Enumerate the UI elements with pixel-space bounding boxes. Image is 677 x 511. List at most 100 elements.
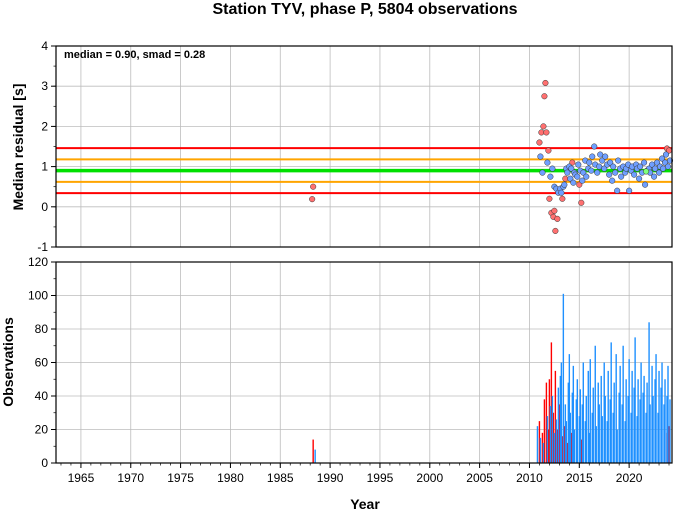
residual-point — [662, 151, 670, 158]
top-plot-area — [56, 46, 672, 247]
observation-count-bar — [549, 406, 552, 463]
residual-point — [618, 173, 625, 180]
observation-count-bar — [615, 354, 617, 463]
observation-count-bar — [591, 412, 593, 463]
observation-count-bar — [553, 432, 556, 463]
residual-point — [642, 181, 649, 188]
residual-point — [615, 157, 622, 164]
residual-point — [599, 157, 606, 164]
bottom-y-tick-labels: 0 20 40 60 80 100 120 — [28, 255, 56, 470]
residual-point — [583, 173, 590, 180]
observation-count-bar — [536, 426, 539, 463]
observation-count-bar — [643, 375, 645, 463]
bottom-y-tick-label: 20 — [35, 423, 49, 437]
observation-count-bar — [594, 345, 596, 463]
observation-count-bar — [564, 404, 567, 463]
outlier-count-bar — [538, 421, 541, 463]
top-scatter-points — [309, 79, 674, 234]
bottom-y-tick-label: 100 — [28, 289, 48, 303]
observation-count-bar — [595, 426, 597, 463]
observation-count-bar — [539, 437, 542, 463]
top-y-tick-label: 0 — [41, 200, 48, 214]
outlier-point — [309, 196, 316, 203]
x-tick-label: 2020 — [616, 471, 643, 485]
observation-count-bar — [654, 379, 656, 463]
observation-count-bar — [589, 359, 591, 463]
outlier-count-bar — [580, 439, 582, 463]
observation-count-bar — [646, 382, 648, 463]
outlier-point — [545, 147, 552, 154]
residual-point — [568, 165, 575, 172]
outlier-point — [546, 195, 553, 202]
observation-count-bar — [607, 370, 609, 463]
top-y-axis-label: Median residual [s] — [10, 84, 26, 211]
x-tick-label: 2015 — [566, 471, 593, 485]
residual-point — [653, 159, 661, 166]
observation-count-bar — [314, 449, 316, 463]
observation-count-bar — [649, 404, 651, 463]
outlier-point — [542, 79, 549, 87]
residual-point — [626, 187, 633, 194]
observation-count-bar — [609, 399, 611, 463]
observation-count-bar — [542, 442, 545, 463]
residual-point — [641, 159, 648, 166]
outlier-point — [536, 139, 543, 146]
outlier-point — [310, 183, 317, 190]
outlier-point — [559, 195, 566, 202]
observation-count-bar — [622, 345, 624, 463]
observation-count-bar — [592, 387, 594, 463]
observation-count-bar — [637, 379, 639, 463]
observation-count-bar — [639, 399, 641, 463]
observation-count-bar — [636, 416, 638, 463]
observation-count-bar — [567, 382, 570, 463]
residual-point — [591, 143, 598, 150]
bottom-bars — [312, 293, 671, 463]
chart-title: Station TYV, phase P, 5804 observations — [212, 1, 517, 18]
observation-count-bar — [581, 404, 583, 463]
observation-count-bar — [560, 362, 563, 463]
outlier-count-bar — [558, 404, 561, 463]
top-y-tick-label: 1 — [41, 160, 48, 174]
residual-point — [574, 173, 581, 180]
observation-count-bar — [600, 375, 602, 463]
residual-point — [567, 175, 574, 182]
outlier-count-bar — [554, 370, 557, 463]
observation-count-bar — [624, 421, 626, 463]
median-smad-annotation: median = 0.90, smad = 0.28 — [64, 49, 205, 61]
residual-point — [561, 181, 568, 188]
observation-count-bar — [601, 416, 603, 463]
observation-count-bar — [633, 387, 635, 463]
x-tick-label: 2000 — [416, 471, 443, 485]
residual-point — [537, 153, 544, 160]
top-y-tick-label: 3 — [41, 79, 48, 93]
residual-point — [588, 167, 595, 174]
residual-point — [589, 153, 596, 160]
observation-count-bar — [585, 396, 587, 463]
observation-count-bar — [559, 375, 562, 463]
observation-count-bar — [667, 365, 669, 463]
outlier-count-bar — [668, 426, 670, 463]
outlier-point — [551, 207, 558, 214]
observation-count-bar — [625, 379, 627, 463]
observation-count-bar — [575, 399, 578, 463]
observation-count-bar — [582, 362, 584, 463]
observation-count-bar — [655, 354, 657, 463]
outlier-count-bar — [550, 342, 553, 463]
residual-point — [664, 163, 672, 170]
observation-count-bar — [565, 421, 568, 463]
observation-count-bar — [562, 293, 565, 463]
observation-count-bar — [658, 370, 660, 463]
outlier-count-bar — [570, 432, 573, 463]
observation-count-bar — [657, 412, 659, 463]
residual-point — [609, 177, 616, 184]
residual-point — [631, 171, 638, 178]
observation-count-bar — [630, 412, 632, 463]
x-tick-labels: 1965 1970 1975 1980 1985 1990 1995 2000 2005 2010… — [60, 463, 670, 485]
observation-count-bar — [571, 392, 574, 463]
observation-count-bar — [604, 396, 606, 463]
residual-point — [594, 169, 601, 176]
bottom-y-tick-label: 40 — [35, 389, 49, 403]
outlier-point — [541, 93, 548, 100]
x-tick-label: 2005 — [466, 471, 493, 485]
